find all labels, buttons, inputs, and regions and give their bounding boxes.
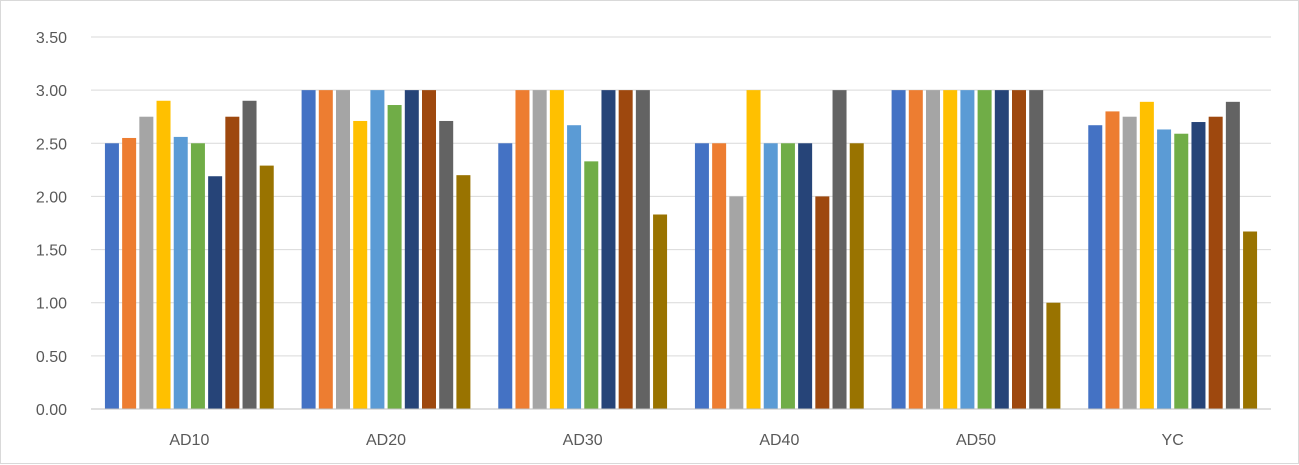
x-tick-label: AD30 [563,432,603,449]
y-tick-label: 0.00 [36,402,67,419]
bar [225,116,240,409]
bar [832,90,847,410]
bar [653,214,668,409]
bar [1088,125,1103,410]
bar [1191,122,1206,410]
y-tick-label: 2.50 [36,136,67,153]
bar [798,143,813,410]
bar [1122,116,1137,409]
bar [908,90,923,410]
y-tick-label: 3.50 [36,30,67,47]
bar [208,176,223,409]
bar [1012,90,1026,410]
y-tick-label: 1.00 [36,296,67,313]
x-axis: AD10 AD20 AD30 AD40 AD50 YC [91,408,1271,449]
x-tick-label: YC [1162,432,1184,449]
bar [242,100,257,410]
bar [122,137,137,409]
bar [301,90,316,410]
bar [635,90,650,410]
bar [532,90,547,410]
bar [259,165,274,409]
bar [498,143,513,410]
bar [1139,101,1154,409]
y-tick-label: 3.00 [36,83,67,100]
bar [780,143,795,410]
bar [139,116,154,409]
bar [712,143,727,410]
bar [601,90,616,410]
bar [318,90,333,410]
x-tick-label: AD20 [366,432,406,449]
bar [763,143,778,410]
bar [456,175,471,409]
bar [694,143,709,410]
bar [926,90,940,410]
y-tick-label: 2.00 [36,189,67,206]
bar [960,90,975,410]
x-tick-label: AD10 [169,432,209,449]
bar [353,120,368,410]
bar [1225,101,1240,409]
bar [1029,90,1044,410]
y-axis: 0.00 0.50 1.00 1.50 2.00 2.50 3.00 3.50 [36,30,67,419]
bar [729,196,744,409]
bar [422,90,436,410]
y-tick-label: 0.50 [36,349,67,366]
x-tick-label: AD50 [956,432,996,449]
bar [336,90,350,410]
bar [439,120,454,410]
bar [404,90,419,410]
bar [190,143,205,410]
bar [549,90,564,410]
bar [943,90,958,410]
bar [849,143,864,410]
bars [104,90,1258,410]
bar [815,196,830,409]
bar [891,90,906,410]
bar [1046,302,1061,409]
bar [387,105,402,409]
bar [156,100,171,410]
bar [1174,133,1189,409]
bar [1105,111,1120,410]
bar [173,136,188,409]
bar [584,161,599,409]
y-tick-label: 1.50 [36,243,67,260]
gridlines [91,36,1271,357]
bar [104,143,119,410]
bar [1208,116,1223,409]
bar [977,90,992,410]
bar [1157,129,1172,409]
bar [567,125,582,410]
x-tick-label: AD40 [759,432,799,449]
bar [370,90,385,410]
bar [746,90,761,410]
bar [1243,231,1258,409]
bar [994,90,1009,410]
bar [618,90,633,410]
bar [515,90,530,410]
